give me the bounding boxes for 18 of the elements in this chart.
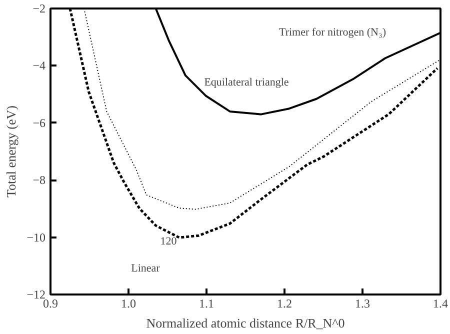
x-tick-label: 1.4: [433, 296, 448, 310]
annotation: 120: [160, 236, 178, 248]
y-tick-label: −2: [32, 2, 46, 16]
x-tick-label: 1.3: [355, 296, 370, 310]
y-tick-label: −8: [32, 173, 46, 188]
annotation: Linear: [131, 262, 160, 274]
y-tick-label: −4: [32, 58, 46, 73]
text: Trimer for nitrogen (N₃): [279, 26, 386, 38]
x-tick-label: 0.9: [43, 296, 58, 310]
annotation: Equilateral triangle: [204, 76, 289, 88]
y-tick-label: −6: [32, 116, 46, 130]
y-axis-title: Total energy (eV): [4, 106, 19, 198]
x-tick-label: 1.0: [121, 296, 136, 310]
y-tick-label: −10: [26, 230, 46, 244]
x-tick-label: 1.1: [199, 296, 214, 310]
x-tick-label: 1.2: [277, 296, 292, 310]
y-tick-label: −12: [26, 288, 46, 302]
x-axis-title: Normalized atomic distance R/R_N^0: [146, 316, 345, 330]
